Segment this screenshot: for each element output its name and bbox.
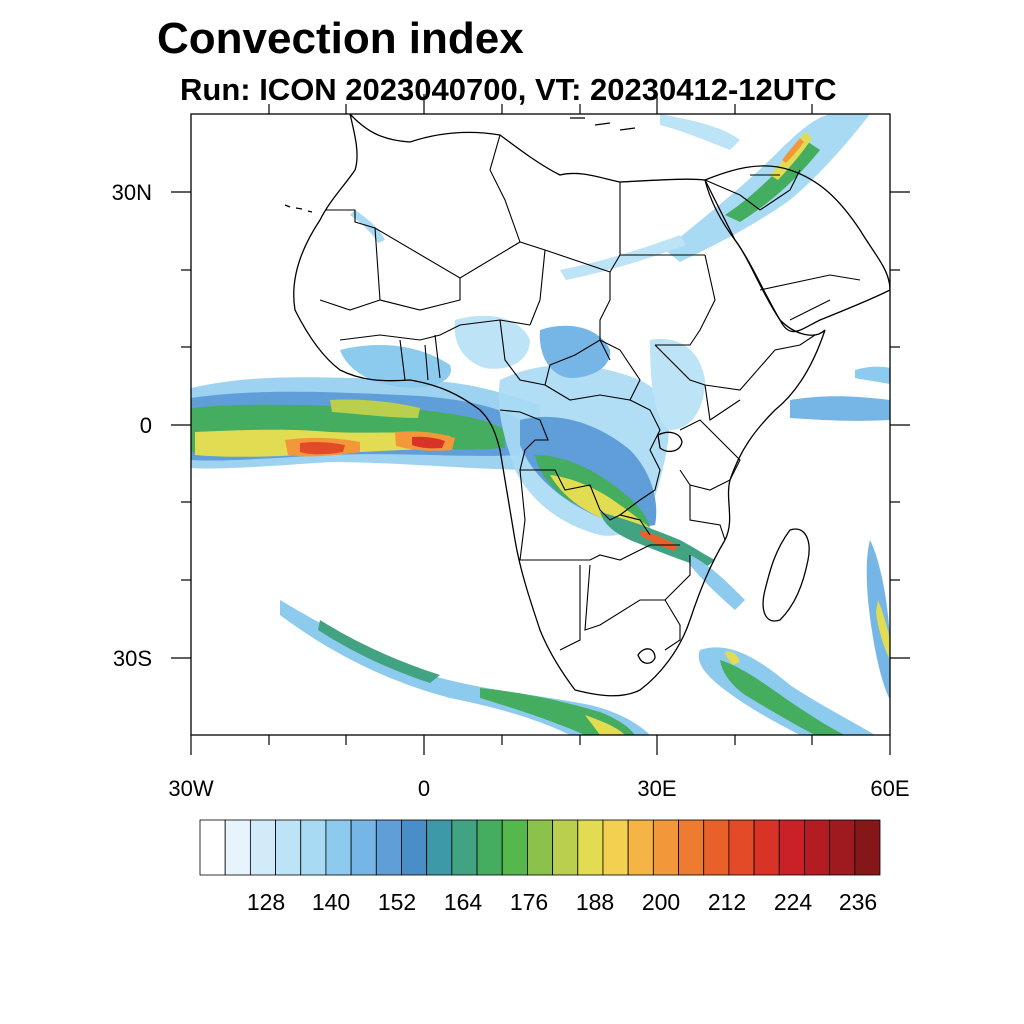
- south-atlantic-front-green: [318, 620, 440, 683]
- arabia-coastline: [704, 165, 890, 333]
- lesotho-outline: [637, 648, 656, 664]
- canary-islands: [284, 204, 313, 213]
- x-axis-label-30e: 30E: [637, 776, 677, 801]
- y-axis-label-equator: 0: [139, 413, 152, 438]
- south-indian-front-green: [720, 660, 845, 735]
- colorbar-swatch: [476, 819, 503, 876]
- west-africa-coast-convection: [340, 345, 451, 388]
- madagascar-east-band-2: [876, 600, 890, 660]
- colorbar-label: 140: [311, 889, 351, 915]
- south-indian-front-outer: [698, 647, 875, 735]
- colorbar-swatch: [678, 819, 705, 876]
- border-layer: [319, 134, 861, 651]
- colorbar-swatch: [854, 819, 881, 876]
- zambia-band-hot: [640, 530, 678, 551]
- border-west-africa-1: [319, 299, 381, 311]
- colorbar-swatch: [375, 819, 402, 876]
- colorbar-swatch: [401, 819, 428, 876]
- map-subtitle: Run: ICON 2023040700, VT: 20230412-12UTC: [180, 72, 837, 107]
- colorbar-swatch: [552, 819, 579, 876]
- itcz-band-red-west: [300, 441, 345, 455]
- colorbar-label: 236: [838, 889, 878, 915]
- map-title: Convection index: [157, 14, 524, 63]
- colorbar-swatch: [451, 819, 478, 876]
- colorbar-label: 152: [377, 889, 417, 915]
- colorbar-swatch: [829, 819, 856, 876]
- colorbar-swatch: [501, 819, 528, 876]
- border-sa-mozambique: [664, 599, 681, 651]
- x-axis-label-60e: 60E: [870, 776, 910, 801]
- colorbar-label: 212: [707, 889, 747, 915]
- northwest-band: [350, 210, 385, 243]
- colorbar-label: 128: [246, 889, 286, 915]
- east-africa-convection: [650, 339, 705, 430]
- colorbar-swatch: [527, 819, 553, 876]
- central-africa-yellow: [550, 475, 660, 535]
- colorbar-swatch: [350, 819, 377, 876]
- colorbar-swatch: [804, 819, 831, 876]
- border-mali-niger: [374, 227, 461, 311]
- colorbar-swatch: [753, 819, 780, 876]
- colorbar-label: 200: [641, 889, 681, 915]
- mediterranean-islands: [570, 117, 636, 131]
- colorbar-swatch: [300, 819, 327, 876]
- y-axis-label-30s: 30S: [112, 646, 152, 671]
- colorbar-label: 224: [773, 889, 813, 915]
- border-drc-east: [619, 399, 661, 516]
- gulf-guinea-convection: [454, 315, 530, 369]
- axis-ticks: [171, 94, 910, 755]
- sahara-band: [560, 235, 686, 280]
- border-west-africa-3: [399, 334, 441, 381]
- border-sudan-ethiopia: [655, 254, 716, 346]
- border-namibia-sa: [559, 555, 691, 651]
- colorbar-swatch: [249, 819, 276, 876]
- itcz-band-yellow-north: [330, 399, 420, 418]
- sudan-convection: [539, 325, 611, 378]
- colorbar-swatch: [652, 819, 679, 876]
- colorbar: [199, 819, 881, 876]
- south-atlantic-front-yellow: [585, 715, 625, 735]
- border-niger-chad: [529, 249, 546, 326]
- colorbar-swatch: [728, 819, 755, 876]
- colorbar-swatch: [577, 819, 604, 876]
- itcz-band-red-east: [412, 436, 445, 449]
- africa-coastline: [293, 114, 826, 697]
- convection-field-layer: [191, 114, 890, 735]
- mozambique-convection: [690, 555, 745, 610]
- indian-ocean-north: [790, 396, 890, 421]
- border-arabia: [704, 169, 861, 321]
- colorbar-label: 188: [575, 889, 615, 915]
- x-axis-label-30w: 30W: [168, 776, 214, 801]
- colorbar-swatch: [275, 819, 302, 876]
- indian-ocean-north-2: [855, 366, 890, 384]
- south-indian-front-yellow: [725, 651, 740, 665]
- colorbar-label: 164: [443, 889, 483, 915]
- y-axis-label-30n: 30N: [111, 180, 152, 205]
- border-nigeria-cameroon: [499, 319, 546, 386]
- mediterranean-convection: [660, 114, 740, 150]
- border-algeria-libya: [489, 134, 521, 243]
- colorbar-swatch: [703, 819, 730, 876]
- colorbar-swatch: [199, 819, 226, 876]
- border-car: [544, 339, 641, 401]
- border-congo-drc: [499, 409, 651, 536]
- colorbar-label: 176: [509, 889, 549, 915]
- lake-victoria-outline: [657, 431, 683, 453]
- colorbar-swatch: [224, 819, 251, 876]
- colorbar-swatch: [627, 819, 654, 876]
- arabia-band-orange: [782, 138, 804, 163]
- x-axis-label-0: 0: [417, 776, 431, 801]
- colorbar-swatch: [426, 819, 453, 876]
- border-sahara-north: [325, 209, 705, 279]
- colorbar-swatch: [602, 819, 629, 876]
- border-chad-sudan: [599, 272, 611, 361]
- border-tanzania-south: [689, 485, 726, 541]
- colorbar-swatch: [325, 819, 352, 876]
- colorbar-swatch: [778, 819, 805, 876]
- coastline-layer: [284, 114, 890, 697]
- madagascar-coastline: [762, 528, 810, 622]
- border-angola-namibia: [519, 469, 680, 561]
